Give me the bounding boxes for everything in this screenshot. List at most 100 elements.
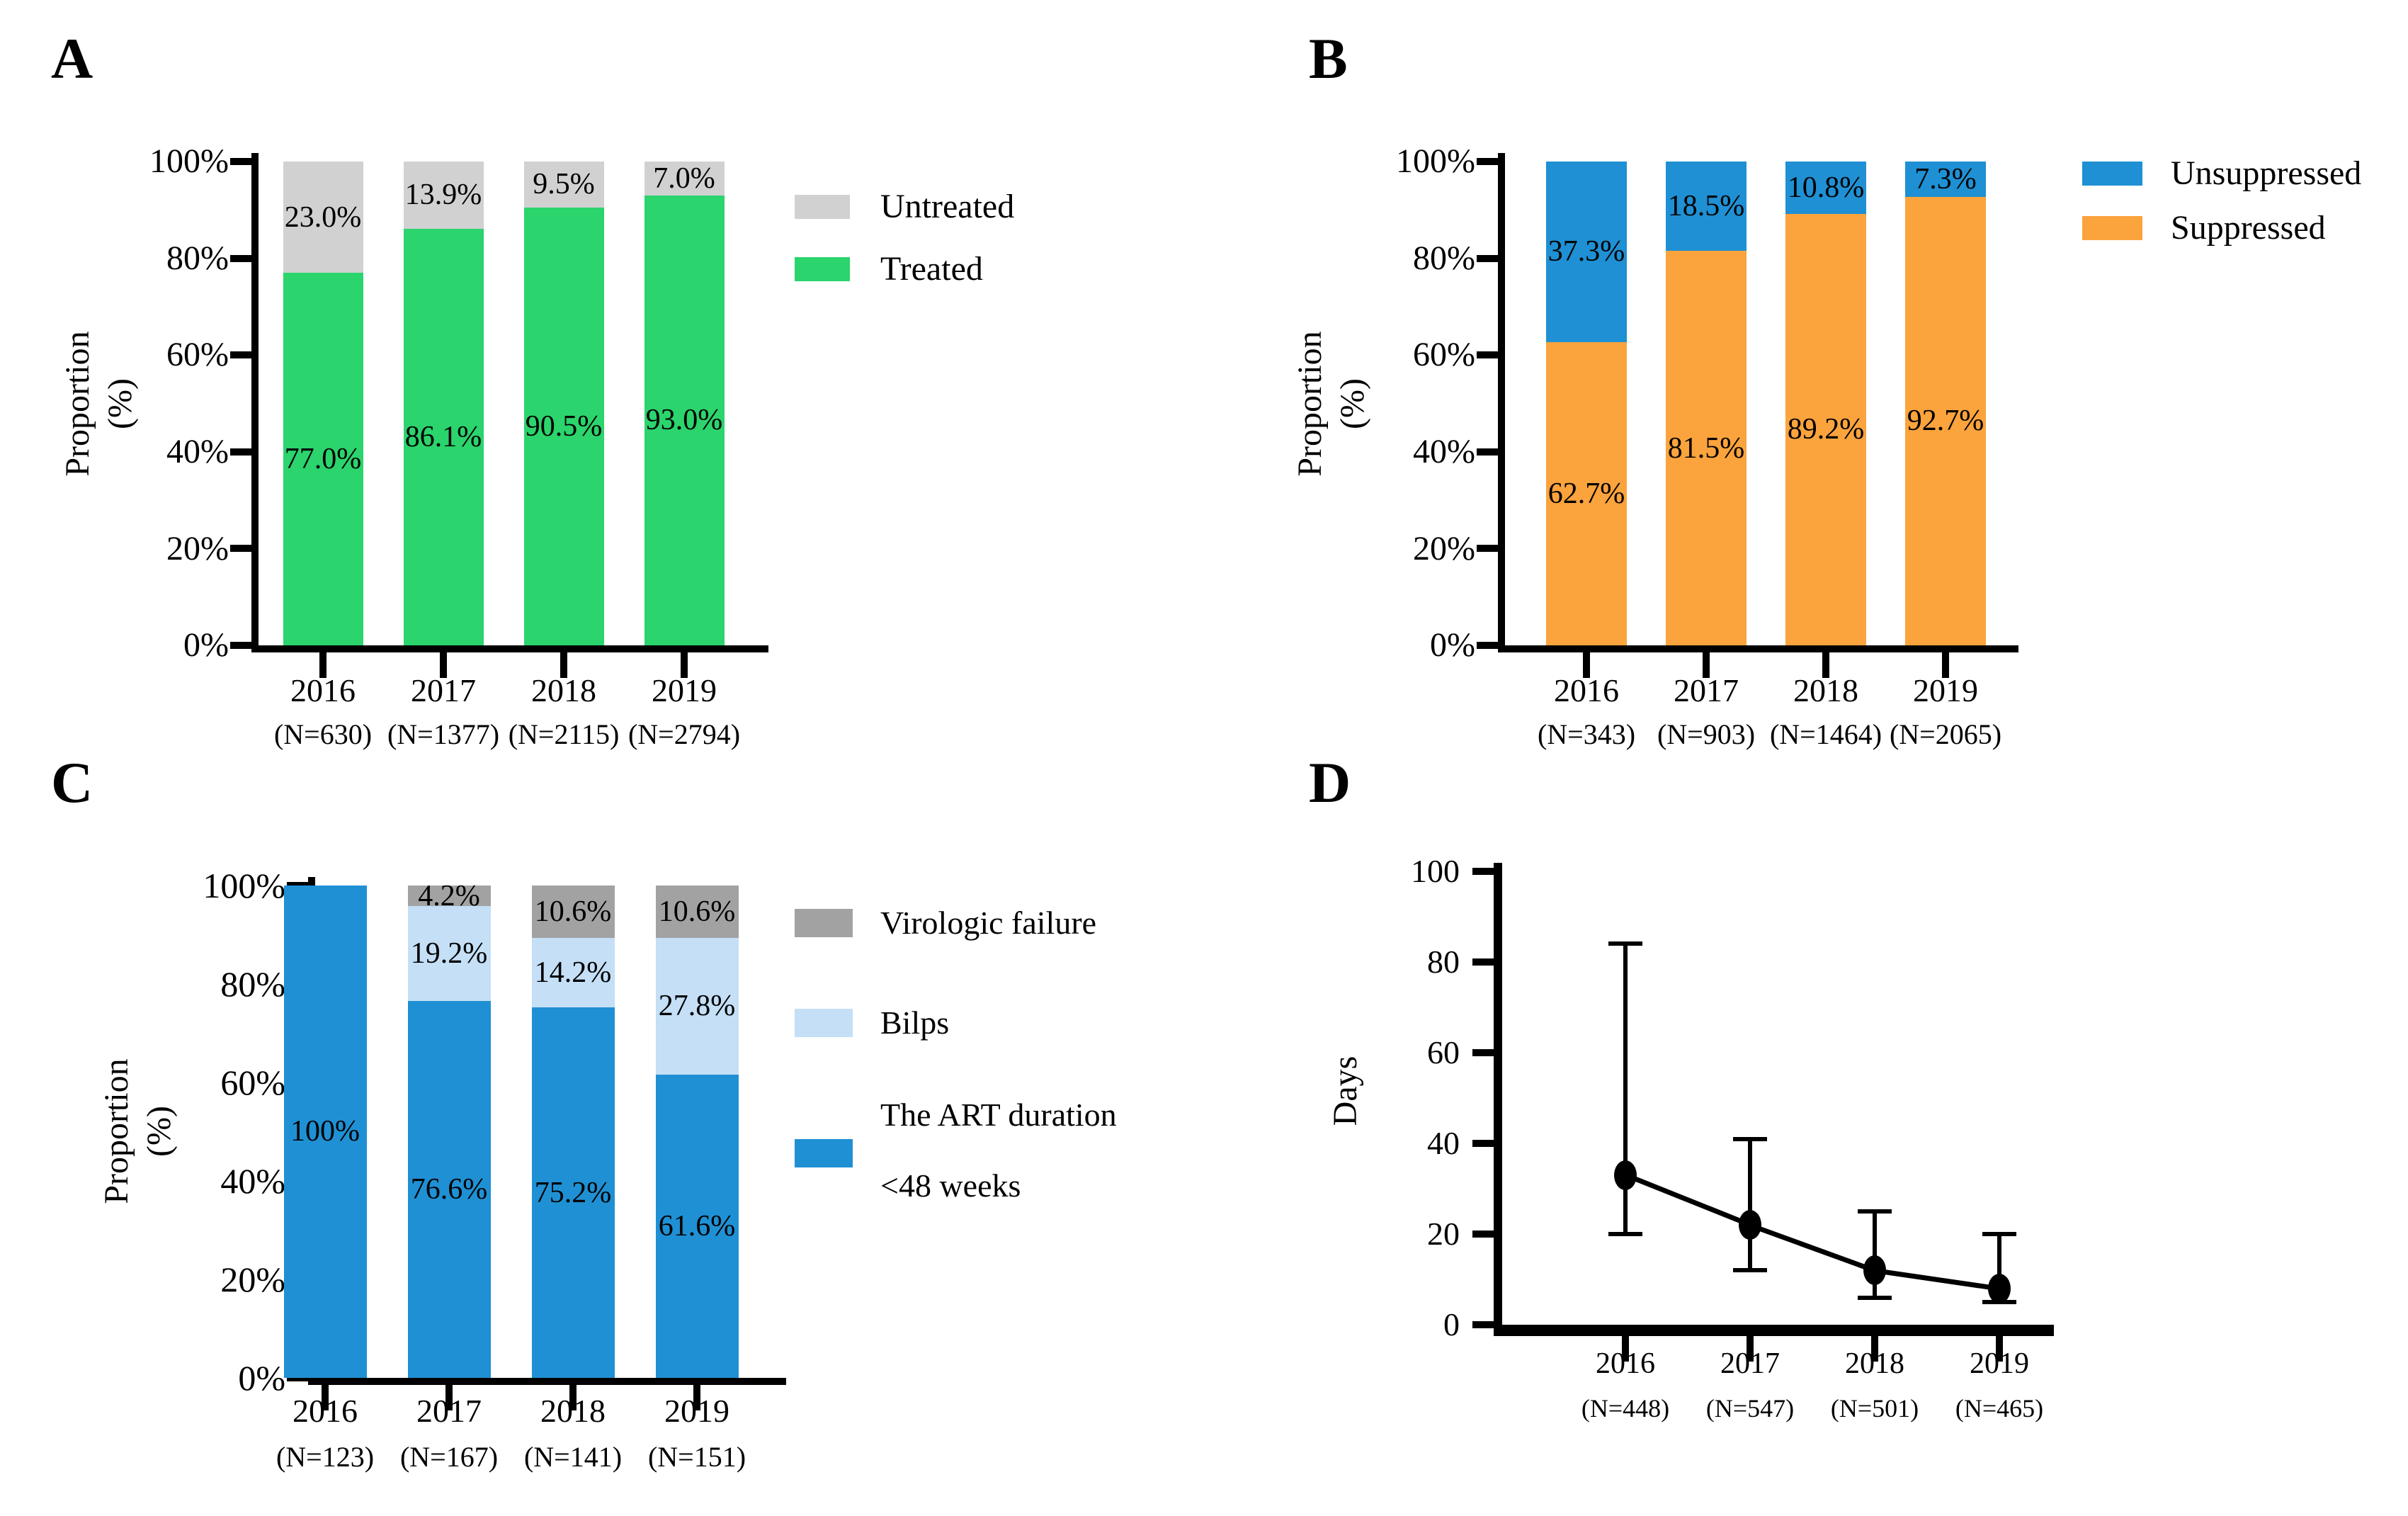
bar-segment-value: 18.5% [1667, 190, 1745, 223]
x-n-label: (N=448) [1581, 1393, 1670, 1422]
bar-segment-value: 4.2% [418, 879, 480, 912]
x-tick [693, 1385, 700, 1410]
x-n-label: (N=343) [1537, 718, 1636, 751]
y-tick-label: 80% [1413, 239, 1475, 277]
bar-segment-value: 23.0% [284, 200, 362, 234]
y-tick-label: 80 [1427, 944, 1460, 980]
bar-segment-value: 89.2% [1787, 413, 1865, 446]
x-tick [1822, 652, 1829, 678]
error-bar [1873, 1211, 1877, 1298]
panel-label-d: D [1309, 750, 1351, 815]
bar-segment-value: 90.5% [525, 409, 603, 443]
y-tick-label: 100% [203, 866, 285, 905]
y-axis-title: Days [1327, 1056, 1364, 1126]
bar-segment-bilps [655, 937, 739, 1075]
error-cap-bottom [1858, 1295, 1892, 1300]
y-tick [230, 351, 251, 359]
bar-segment-suppressed [1905, 196, 1986, 645]
y-tick [1477, 545, 1498, 553]
bar-segment-value: 10.8% [1787, 171, 1865, 204]
bar-segment-value: 9.5% [533, 168, 595, 201]
y-axis [1498, 153, 1505, 652]
bar-segment-value: 27.8% [658, 990, 736, 1023]
x-axis [1498, 645, 2018, 652]
legend-swatch [795, 1009, 853, 1037]
legend-swatch [2082, 162, 2142, 186]
bar-segment-treated [644, 195, 725, 645]
y-tick-label: 100 [1411, 853, 1460, 890]
bar-segment-virologic-failure [531, 886, 615, 938]
x-axis [308, 1378, 786, 1385]
y-tick [230, 158, 251, 165]
y-tick-label: 60% [220, 1063, 285, 1102]
error-cap-top [1858, 1209, 1892, 1214]
bar-segment-value: 14.2% [534, 956, 612, 989]
bar-segment-suppressed [1546, 341, 1627, 645]
legend-label: Treated [880, 250, 983, 288]
x-tick [445, 1385, 453, 1410]
bar-segment-value: 93.0% [645, 404, 723, 437]
error-bar [1997, 1234, 2001, 1302]
x-tick [1583, 652, 1590, 678]
y-tick [1472, 1049, 1494, 1056]
error-cap-bottom [1733, 1268, 1767, 1273]
y-tick [1477, 254, 1498, 262]
x-tick-label: 2018 [540, 1393, 606, 1430]
x-tick-label: 2019 [1970, 1347, 2029, 1380]
x-n-label: (N=123) [276, 1441, 375, 1473]
y-tick [230, 545, 251, 553]
x-n-label: (N=1377) [387, 718, 500, 751]
error-bar [1623, 944, 1628, 1234]
y-tick [1472, 1140, 1494, 1147]
bar-segment-suppressed [1666, 251, 1747, 645]
bar-segment-value: 37.3% [1547, 235, 1625, 268]
y-tick [1477, 642, 1498, 649]
x-tick-label: 2019 [652, 672, 717, 709]
bar-segment-value: 100% [290, 1115, 360, 1148]
bar-segment-the-art-duration-48-weeks [407, 1000, 491, 1378]
y-tick-label: 60% [1413, 336, 1475, 374]
x-n-label: (N=167) [399, 1441, 499, 1473]
error-cap-top [1982, 1232, 2016, 1236]
bar-segment-value: 81.5% [1667, 431, 1745, 465]
bar-segment-value: 92.7% [1907, 405, 1984, 438]
x-n-label: (N=501) [1830, 1393, 1919, 1422]
trend-line-segment [1874, 1267, 2000, 1291]
y-tick [1472, 1231, 1494, 1238]
bar-segment-bilps [531, 937, 615, 1008]
legend-swatch [2082, 216, 2142, 240]
x-tick [569, 1385, 577, 1410]
x-n-label: (N=2115) [508, 718, 620, 751]
y-tick-label: 80% [166, 239, 229, 277]
x-tick [681, 652, 688, 678]
x-n-label: (N=903) [1657, 718, 1756, 751]
bar-segment-bilps [407, 906, 491, 1001]
panel-label-b: B [1309, 26, 1348, 91]
x-n-label: (N=1464) [1769, 718, 1882, 751]
bar-segment-untreated [523, 162, 604, 208]
x-tick-label: 2017 [1720, 1347, 1780, 1380]
x-tick-label: 2018 [1845, 1347, 1904, 1380]
bar-segment-value: 19.2% [410, 937, 488, 970]
y-tick [230, 254, 251, 262]
y-tick-label: 0% [1430, 626, 1475, 664]
bar-segment-value: 7.3% [1914, 162, 1977, 196]
y-axis [251, 153, 259, 652]
y-tick-label: 20% [1413, 529, 1475, 567]
bar-segment-virologic-failure [407, 886, 491, 907]
y-tick-label: 0% [238, 1358, 285, 1398]
bar-segment-unsuppressed [1785, 162, 1866, 214]
trend-line-segment [1624, 1172, 1751, 1228]
y-tick [230, 642, 251, 649]
y-tick [1472, 868, 1494, 875]
x-tick-label: 2016 [290, 672, 356, 709]
bar-segment-value: 62.7% [1547, 477, 1625, 510]
x-axis [251, 645, 768, 652]
y-tick [287, 1374, 308, 1381]
bar-segment-value: 76.6% [410, 1172, 488, 1206]
y-tick [1477, 158, 1498, 165]
x-tick [1622, 1336, 1629, 1362]
bar-segment-value: 7.0% [653, 162, 715, 195]
x-n-label: (N=630) [273, 718, 373, 751]
